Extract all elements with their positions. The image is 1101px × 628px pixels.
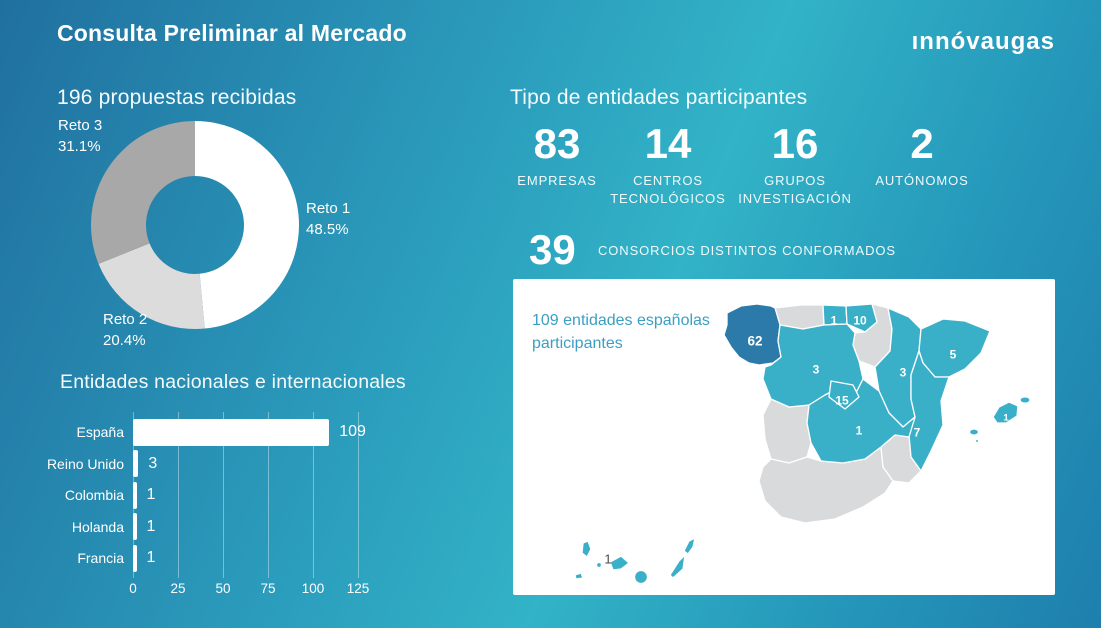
bar-category-francia: Francia: [77, 550, 124, 566]
bar-category-españa: España: [76, 424, 124, 440]
map-value-canarias: 1: [604, 552, 611, 567]
bar-category-colombia: Colombia: [64, 487, 124, 503]
tick-label-x-75: 75: [260, 581, 276, 596]
bar-holanda: [133, 513, 137, 540]
map-value-castilla-leon: 3: [813, 363, 820, 377]
stat-label: AUTÓNOMOS: [875, 173, 969, 188]
bar-reino-unido: [133, 450, 139, 477]
bar-colombia: [133, 481, 137, 509]
donut-label-pct: 31.1%: [58, 138, 101, 155]
tick-label-x-25: 25: [170, 581, 186, 596]
entities-section-title: Tipo de entidades participantes: [510, 86, 808, 109]
bar-category-holanda: Holanda: [71, 518, 124, 535]
donut-label-pct: 20.4%: [103, 332, 146, 349]
map-value-cantabria: 1: [831, 314, 838, 328]
map-value-aragon: 3: [900, 366, 907, 380]
donut-label-reto-2: Reto 2 20.4%: [103, 309, 147, 351]
spain-map-card: 109 entidades españolas participantes: [513, 279, 1055, 595]
map-value-valencia: 7: [914, 426, 921, 440]
map-value-castilla-la-mancha: 1: [856, 424, 863, 438]
stat-value: 2: [910, 120, 934, 167]
proposals-donut-chart: [91, 121, 299, 329]
donut-slice-reto-2: [98, 243, 205, 329]
stat-empresas: 83 EMPRESAS: [475, 122, 639, 190]
bar-francia: [133, 544, 137, 572]
donut-label-name: Reto 2: [103, 311, 148, 328]
stat-label: GRUPOS INVESTIGACIÓN: [738, 173, 852, 206]
stat-value: 14: [644, 120, 692, 167]
bar-value-francia: 1: [146, 549, 156, 566]
gridline-x-100: [312, 412, 314, 578]
map-value-cataluna: 5: [950, 348, 957, 362]
tick-label-x-50: 50: [215, 581, 231, 596]
stat-centros-tecnológicos: 14 CENTROS TECNOLÓGICOS: [586, 122, 750, 207]
donut-slice-reto-1: [195, 121, 299, 329]
bar-value-españa: 109: [339, 423, 366, 440]
consortia-label: CONSORCIOS DISTINTOS CONFORMADOS: [598, 243, 896, 258]
page-title: Consulta Preliminar al Mercado: [57, 20, 407, 46]
map-region-canarias: [574, 537, 696, 585]
gridline-x-50: [222, 412, 224, 578]
consortia-count: 39: [529, 226, 576, 273]
brand-logo: ınnóvaugas: [911, 28, 1055, 55]
gridline-x-75: [267, 412, 269, 578]
bar-chart-category-labels: España Reino Unido Colombia Holanda Francia: [30, 412, 124, 578]
donut-label-pct: 48.5%: [306, 221, 349, 238]
donut-slice-reto-3: [91, 121, 195, 264]
bar-value-reino-unido: 3: [148, 454, 158, 472]
map-note: 109 entidades españolas participantes: [532, 312, 710, 353]
bar-category-reino-unido: Reino Unido: [46, 455, 124, 472]
donut-label-name: Reto 3: [58, 117, 103, 134]
map-region-baleares: [968, 396, 1031, 444]
map-value-baleares: 1: [1003, 413, 1009, 424]
tick-label-x-100: 100: [301, 581, 325, 596]
bar-value-holanda: 1: [146, 517, 156, 535]
countries-section-title: Entidades nacionales e internacionales: [60, 371, 406, 393]
stat-label: EMPRESAS: [517, 173, 597, 188]
bar-españa: [133, 418, 330, 446]
stat-value: 16: [771, 120, 819, 167]
stat-autónomos: 2 AUTÓNOMOS: [840, 122, 1004, 190]
map-value-pais-vasco: 10: [853, 314, 867, 328]
proposals-section-title: 196 propuestas recibidas: [57, 86, 297, 109]
map-region-valencia: [908, 350, 950, 472]
map-value-galicia: 62: [747, 334, 762, 349]
tick-label-x-125: 125: [346, 581, 370, 596]
donut-label-reto-1: Reto 1 48.5%: [306, 198, 350, 240]
donut-label-name: Reto 1: [306, 200, 351, 217]
countries-bar-chart: 0 25 50 75 100 125 109 3 1 1 1: [129, 412, 378, 596]
donut-label-reto-3: Reto 3 31.1%: [58, 115, 102, 157]
map-value-madrid: 15: [835, 394, 849, 408]
stat-label: CENTROS TECNOLÓGICOS: [610, 173, 726, 206]
gridline-x-125: [357, 412, 359, 578]
map-region-madrid: [828, 380, 860, 410]
stat-grupos-investigación: 16 GRUPOS INVESTIGACIÓN: [713, 122, 877, 207]
spain-choropleth-map: 62 1 10 3 3 5 15 1 7 1 1: [574, 303, 1031, 585]
map-region-extremadura: [762, 398, 812, 464]
bar-value-colombia: 1: [146, 486, 156, 503]
map-region-pais-vasco: [845, 303, 878, 333]
tick-label-x-0: 0: [129, 581, 137, 596]
stat-value: 83: [533, 120, 581, 167]
map-region-andalucia: [758, 446, 894, 524]
gridline-x-25: [177, 412, 179, 578]
